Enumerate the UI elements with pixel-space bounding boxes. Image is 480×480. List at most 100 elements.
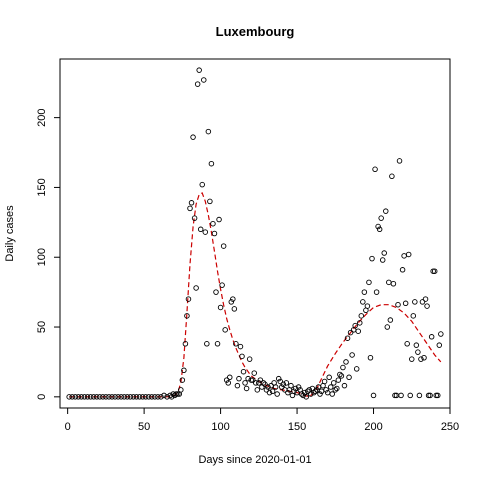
data-point <box>329 391 335 397</box>
data-point <box>312 388 319 394</box>
y-tick-label: 200 <box>36 108 48 126</box>
data-point <box>413 342 420 348</box>
data-point <box>291 388 297 394</box>
data-point <box>81 394 88 400</box>
data-point <box>196 67 202 73</box>
data-point <box>298 391 305 397</box>
data-point <box>182 341 189 347</box>
data-point <box>349 352 355 358</box>
data-point <box>237 343 244 350</box>
data-point <box>260 380 267 386</box>
data-point <box>188 200 195 206</box>
data-point <box>425 392 432 399</box>
data-point <box>90 394 97 400</box>
data-point <box>184 313 190 319</box>
data-point <box>225 380 231 386</box>
data-point <box>398 392 404 399</box>
data-point <box>422 296 429 302</box>
data-point <box>136 394 143 400</box>
data-point <box>331 380 337 386</box>
data-point <box>295 384 302 390</box>
data-point <box>145 394 152 400</box>
y-tick-label: 0 <box>36 394 48 400</box>
data-point <box>418 356 424 362</box>
data-point <box>438 331 444 337</box>
data-point <box>416 392 423 399</box>
data-point <box>216 216 222 223</box>
data-point <box>78 394 85 400</box>
data-point <box>239 353 245 360</box>
data-point <box>223 377 230 383</box>
data-point <box>211 230 218 237</box>
data-point <box>379 257 386 263</box>
data-point <box>361 289 368 295</box>
data-point <box>430 268 436 274</box>
x-tick-label: 200 <box>364 421 382 433</box>
data-point <box>242 380 248 386</box>
x-tick-label: 250 <box>441 421 459 433</box>
data-point <box>412 299 418 305</box>
data-point <box>358 313 365 319</box>
data-point <box>75 394 82 400</box>
data-point <box>155 394 161 400</box>
data-point <box>370 392 377 399</box>
data-point <box>341 382 348 389</box>
data-point <box>158 394 164 400</box>
data-point <box>424 303 430 309</box>
data-point <box>404 341 410 347</box>
data-point <box>384 324 391 330</box>
data-point <box>280 381 287 388</box>
chart-title: Luxembourg <box>216 24 295 39</box>
data-point <box>236 375 242 382</box>
data-point <box>213 289 219 295</box>
data-point <box>263 387 270 393</box>
data-point <box>334 385 340 392</box>
data-point <box>254 387 261 393</box>
data-point <box>191 215 198 221</box>
data-point <box>217 304 224 311</box>
data-point <box>194 81 201 87</box>
data-point <box>121 394 127 400</box>
data-point <box>405 251 412 258</box>
data-point <box>283 380 290 386</box>
data-point <box>262 381 268 388</box>
data-point <box>227 374 233 381</box>
data-point <box>106 394 112 400</box>
data-point <box>93 394 100 400</box>
y-tick-label: 50 <box>36 321 48 333</box>
data-point <box>390 281 397 287</box>
data-point <box>193 285 199 291</box>
data-point <box>97 394 103 400</box>
data-point <box>204 341 210 347</box>
data-point <box>381 250 387 256</box>
data-point <box>436 342 443 348</box>
data-point <box>149 394 155 400</box>
data-point <box>202 229 209 235</box>
data-point <box>305 388 311 394</box>
data-point <box>326 374 332 381</box>
data-point <box>118 394 124 400</box>
data-point <box>337 371 343 378</box>
y-tick-label: 100 <box>36 248 48 266</box>
data-point <box>109 394 115 400</box>
data-point <box>115 394 121 400</box>
data-point <box>265 384 271 390</box>
data-point <box>285 389 291 396</box>
data-point <box>240 368 247 375</box>
data-point <box>231 306 238 312</box>
data-point <box>288 382 294 389</box>
data-point <box>197 226 204 233</box>
data-point <box>347 329 354 336</box>
x-tick-label: 100 <box>211 421 229 433</box>
data-point <box>277 378 283 385</box>
smooth-series <box>69 192 442 398</box>
data-point <box>419 299 426 305</box>
data-point <box>201 77 207 83</box>
data-point <box>124 394 131 400</box>
data-point <box>308 391 314 397</box>
data-point <box>421 354 427 361</box>
data-point <box>360 299 366 305</box>
data-point <box>369 255 375 262</box>
data-point <box>142 394 149 400</box>
